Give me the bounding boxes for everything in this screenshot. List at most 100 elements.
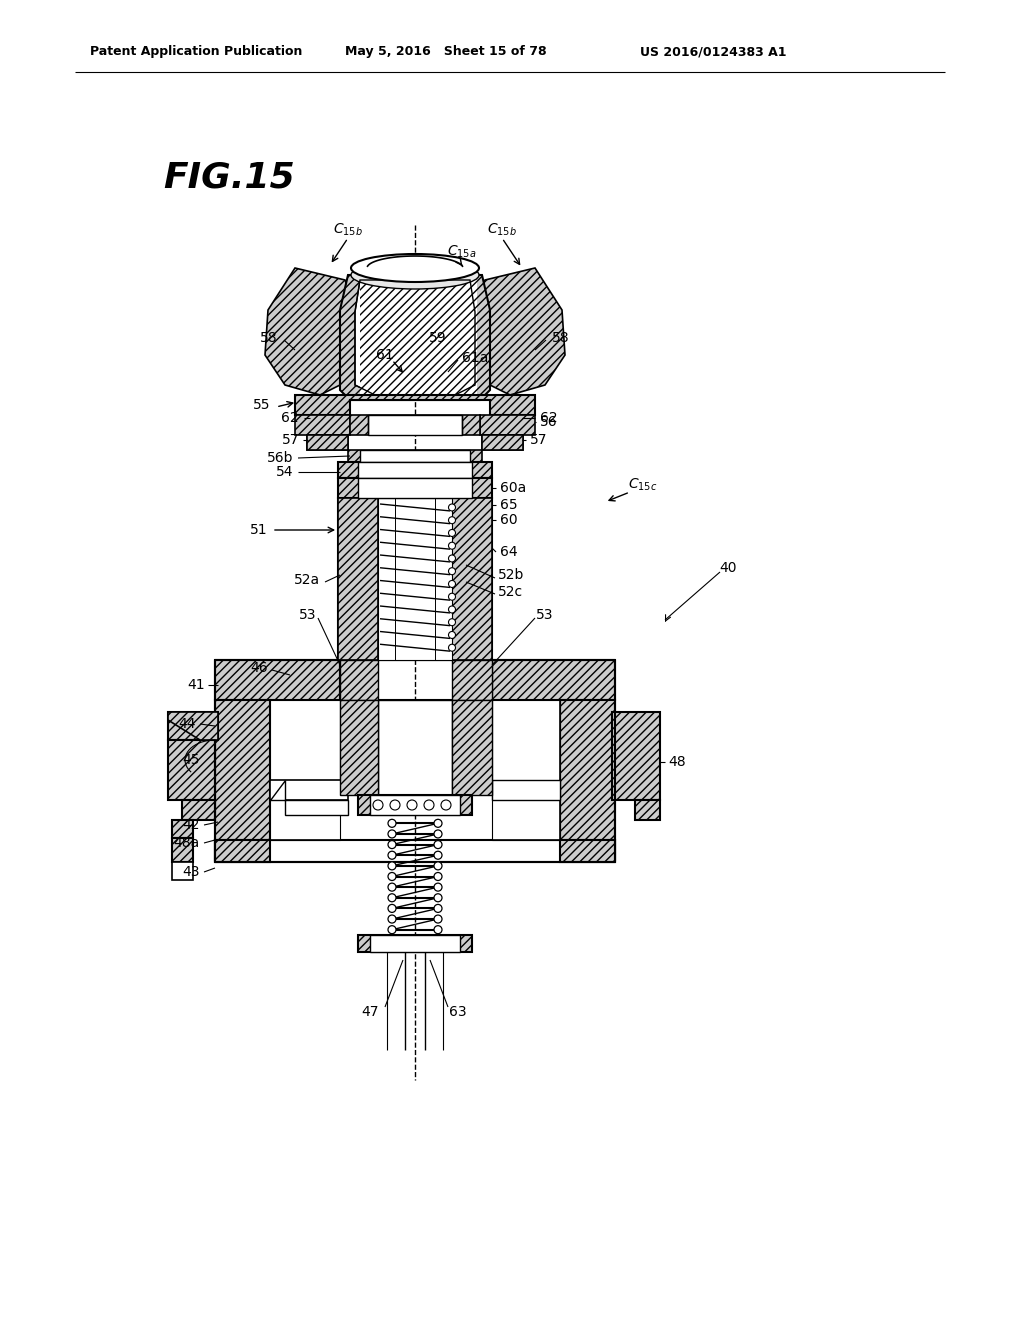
Text: Patent Application Publication: Patent Application Publication [90, 45, 302, 58]
Polygon shape [480, 414, 535, 436]
Text: 52c: 52c [498, 585, 523, 599]
Polygon shape [386, 280, 399, 395]
Polygon shape [358, 935, 472, 952]
Text: 57: 57 [282, 433, 299, 447]
Polygon shape [340, 700, 378, 795]
Polygon shape [182, 800, 215, 820]
Polygon shape [482, 436, 523, 450]
Text: 57: 57 [530, 433, 548, 447]
Text: 63: 63 [450, 1005, 467, 1019]
Ellipse shape [351, 253, 479, 282]
Bar [338, 498, 492, 660]
Text: May 5, 2016   Sheet 15 of 78: May 5, 2016 Sheet 15 of 78 [345, 45, 547, 58]
Polygon shape [215, 840, 615, 862]
Polygon shape [215, 660, 340, 700]
Ellipse shape [388, 894, 396, 902]
Polygon shape [172, 820, 193, 838]
Ellipse shape [434, 925, 442, 933]
Polygon shape [360, 280, 373, 395]
Ellipse shape [424, 800, 434, 810]
Ellipse shape [449, 516, 456, 524]
Ellipse shape [449, 644, 456, 651]
Polygon shape [295, 414, 350, 436]
Polygon shape [399, 280, 412, 395]
Ellipse shape [449, 554, 456, 562]
Polygon shape [307, 436, 348, 450]
Text: 48a: 48a [174, 836, 200, 850]
Text: 44: 44 [178, 717, 196, 731]
Polygon shape [464, 280, 477, 395]
Text: 56: 56 [540, 414, 558, 429]
Text: 55: 55 [253, 399, 270, 412]
Polygon shape [307, 436, 348, 450]
Polygon shape [378, 700, 452, 795]
Polygon shape [368, 414, 462, 436]
Polygon shape [350, 414, 480, 436]
Polygon shape [168, 711, 218, 741]
Text: 61: 61 [376, 348, 394, 362]
Ellipse shape [388, 851, 396, 859]
Ellipse shape [390, 800, 400, 810]
Text: 43: 43 [182, 865, 200, 879]
Ellipse shape [449, 568, 456, 574]
Polygon shape [412, 280, 425, 395]
Text: FIG.15: FIG.15 [163, 161, 295, 195]
Ellipse shape [388, 820, 396, 828]
Polygon shape [340, 660, 492, 700]
Ellipse shape [434, 915, 442, 923]
Ellipse shape [449, 606, 456, 612]
Polygon shape [358, 795, 472, 814]
Text: 53: 53 [299, 609, 316, 622]
Ellipse shape [434, 883, 442, 891]
Text: 52a: 52a [294, 573, 319, 587]
Polygon shape [482, 436, 523, 450]
Text: $C_{15b}$: $C_{15b}$ [333, 222, 362, 238]
Text: $C_{15b}$: $C_{15b}$ [487, 222, 517, 238]
Polygon shape [172, 838, 193, 862]
Text: 48: 48 [668, 755, 686, 770]
Polygon shape [492, 700, 560, 840]
Text: 61a: 61a [462, 351, 488, 366]
Polygon shape [358, 478, 472, 498]
Polygon shape [612, 711, 660, 800]
Ellipse shape [449, 529, 456, 536]
Text: 58: 58 [552, 331, 569, 345]
Polygon shape [373, 280, 386, 395]
Polygon shape [295, 395, 535, 414]
Text: 65: 65 [500, 498, 517, 512]
Text: 41: 41 [187, 678, 205, 692]
Polygon shape [348, 450, 482, 462]
Polygon shape [370, 795, 460, 814]
Polygon shape [360, 450, 470, 462]
Ellipse shape [388, 830, 396, 838]
Ellipse shape [434, 820, 442, 828]
Polygon shape [560, 700, 615, 861]
Text: 64: 64 [500, 545, 517, 558]
Polygon shape [270, 780, 348, 800]
Polygon shape [172, 862, 193, 880]
Polygon shape [470, 268, 565, 395]
Text: 46: 46 [251, 661, 268, 675]
Polygon shape [168, 711, 218, 741]
Ellipse shape [449, 631, 456, 639]
Ellipse shape [434, 851, 442, 859]
Polygon shape [270, 700, 340, 840]
Ellipse shape [388, 873, 396, 880]
Polygon shape [438, 280, 451, 395]
Text: 45: 45 [182, 752, 200, 767]
Ellipse shape [388, 915, 396, 923]
Text: 62: 62 [540, 411, 558, 425]
Polygon shape [215, 840, 270, 862]
Polygon shape [635, 800, 660, 820]
Ellipse shape [434, 830, 442, 838]
Text: 54: 54 [275, 465, 293, 479]
Text: 47: 47 [361, 1005, 379, 1019]
Text: 52b: 52b [498, 568, 524, 582]
Polygon shape [168, 741, 215, 800]
Ellipse shape [449, 619, 456, 626]
Polygon shape [492, 660, 615, 700]
Bar [378, 498, 452, 660]
Polygon shape [270, 780, 348, 814]
Text: 42: 42 [182, 818, 200, 832]
Ellipse shape [434, 841, 442, 849]
